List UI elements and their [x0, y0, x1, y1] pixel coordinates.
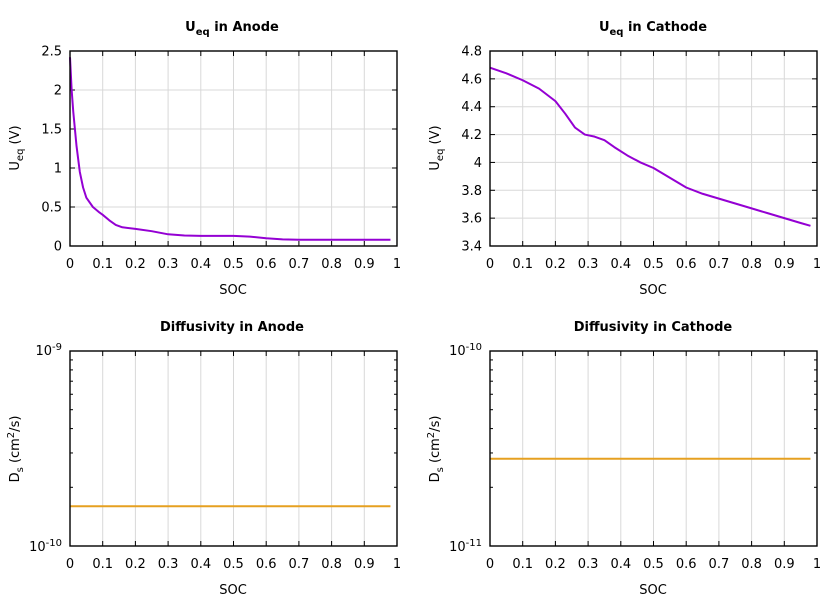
x-tick-label: 0.9: [774, 257, 795, 272]
x-tick-label: 0.6: [256, 257, 277, 272]
y-tick-label: 0: [54, 240, 62, 255]
grid: [102, 351, 365, 546]
x-tick-label: 0.1: [92, 257, 113, 272]
x-tick-label: 0.4: [610, 557, 631, 572]
x-ticks: 0 0.1 0.2 0.3 0.4 0.5 0.6 0.7 0.8 0.9 1: [486, 51, 821, 272]
x-tick-label: 0.3: [578, 257, 599, 272]
x-tick-label: 0.7: [289, 557, 310, 572]
x-tick-label: 0.2: [545, 257, 566, 272]
x-tick-label: 0.7: [289, 257, 310, 272]
y-axis-label: Ds (cm2/s): [426, 416, 446, 483]
x-tick-label: 1: [393, 257, 401, 272]
plot-frame: [69, 50, 398, 247]
y-tick-label: 3.4: [461, 240, 482, 255]
y-tick-label: 2.5: [41, 45, 62, 60]
x-tick-label: 0.8: [741, 257, 762, 272]
x-tick-label: 0.5: [643, 557, 664, 572]
x-tick-label: 0.5: [223, 257, 244, 272]
x-tick-label: 0.9: [774, 557, 795, 572]
y-tick-label: 2: [54, 84, 62, 99]
x-axis-label: SOC: [219, 283, 247, 298]
y-tick-label: 1: [54, 162, 62, 177]
x-tick-label: 0: [66, 257, 74, 272]
x-tick-label: 0.5: [223, 557, 244, 572]
x-tick-label: 0.6: [676, 557, 697, 572]
x-tick-label: 0.2: [545, 557, 566, 572]
y-tick-label: 4.2: [461, 128, 482, 143]
panel-diffusivity-cathode: Diffusivity in Cathode 0 0.1 0.2 0.3 0.4 0.5 0…: [426, 320, 821, 598]
x-tick-label: 0.3: [578, 557, 599, 572]
grid: [522, 351, 785, 546]
y-tick-label: 10-9: [35, 342, 62, 359]
x-tick-label: 0.4: [190, 557, 211, 572]
plot-frame: [489, 350, 818, 547]
x-axis-label: SOC: [219, 583, 247, 598]
y-tick-label: 3.8: [461, 184, 482, 199]
chart-title: Diffusivity in Cathode: [574, 320, 733, 335]
y-tick-label: 10-10: [29, 538, 62, 555]
panel-diffusivity-anode: Diffusivity in Anode 0 0.1 0.2 0.3 0.4 0.5 0.6…: [6, 320, 401, 598]
x-tick-label: 0.3: [158, 257, 179, 272]
y-tick-label: 4: [474, 156, 482, 171]
x-axis-label: SOC: [639, 283, 667, 298]
x-tick-label: 0.8: [741, 557, 762, 572]
y-tick-label: 10-10: [449, 342, 482, 359]
x-ticks: 0 0.1 0.2 0.3 0.4 0.5 0.6 0.7 0.8 0.9 1: [486, 351, 821, 572]
x-tick-label: 0.4: [190, 257, 211, 272]
y-tick-label: 3.6: [461, 212, 482, 227]
x-tick-label: 0.1: [512, 257, 533, 272]
x-tick-label: 0.9: [354, 557, 375, 572]
y-tick-label: 4.4: [461, 100, 482, 115]
y-ticks: 3.4 3.6 3.8 4 4.2 4.4 4.6 4.8: [461, 45, 817, 255]
x-tick-label: 0.2: [125, 257, 146, 272]
y-axis-label: Ueq (V): [8, 125, 26, 170]
chart-title: Ueq in Cathode: [599, 20, 707, 38]
x-tick-label: 0: [66, 557, 74, 572]
plot-frame: [489, 50, 818, 247]
chart-title: Ueq in Anode: [185, 20, 279, 38]
y-axis-label: Ueq (V): [428, 125, 446, 170]
x-tick-label: 0.8: [321, 257, 342, 272]
y-tick-label: 0.5: [41, 201, 62, 216]
y-tick-label: 1.5: [41, 123, 62, 138]
x-tick-label: 0.3: [158, 557, 179, 572]
y-tick-label: 10-11: [449, 538, 482, 555]
plot-frame: [69, 350, 398, 547]
series-line: [69, 57, 391, 241]
panel-ueq-cathode: Ueq in Cathode 0 0.1 0.2 0.3 0.4 0.5 0.6 0.7 0.8…: [428, 20, 821, 298]
x-tick-label: 0.8: [321, 557, 342, 572]
x-tick-label: 0.1: [512, 557, 533, 572]
grid: [490, 51, 817, 246]
x-tick-label: 0.1: [92, 557, 113, 572]
x-tick-label: 1: [813, 257, 821, 272]
x-tick-label: 0.6: [256, 557, 277, 572]
series: [69, 57, 391, 241]
x-tick-label: 0.7: [709, 257, 730, 272]
grid: [70, 51, 397, 246]
series: [489, 66, 811, 227]
panel-ueq-anode: Ueq in Anode 0 0.1 0.2 0.3 0.4 0.5 0.6 0.7 0.8 0.…: [8, 20, 401, 298]
x-tick-label: 0.2: [125, 557, 146, 572]
x-tick-label: 0.9: [354, 257, 375, 272]
x-tick-label: 0.5: [643, 257, 664, 272]
x-tick-label: 0: [486, 257, 494, 272]
x-tick-label: 0: [486, 557, 494, 572]
y-tick-label: 4.8: [461, 45, 482, 60]
x-tick-label: 1: [813, 557, 821, 572]
y-ticks: 0 0.5 1 1.5 2 2.5: [41, 45, 397, 255]
x-tick-label: 1: [393, 557, 401, 572]
x-tick-label: 0.4: [610, 257, 631, 272]
x-tick-label: 0.6: [676, 257, 697, 272]
y-axis-label: Ds (cm2/s): [6, 416, 26, 483]
x-ticks: 0 0.1 0.2 0.3 0.4 0.5 0.6 0.7 0.8 0.9 1: [66, 51, 401, 272]
series-line: [489, 66, 811, 227]
x-tick-label: 0.7: [709, 557, 730, 572]
chart-title: Diffusivity in Anode: [160, 320, 304, 335]
x-ticks: 0 0.1 0.2 0.3 0.4 0.5 0.6 0.7 0.8 0.9 1: [66, 351, 401, 572]
x-axis-label: SOC: [639, 583, 667, 598]
y-tick-label: 4.6: [461, 72, 482, 87]
